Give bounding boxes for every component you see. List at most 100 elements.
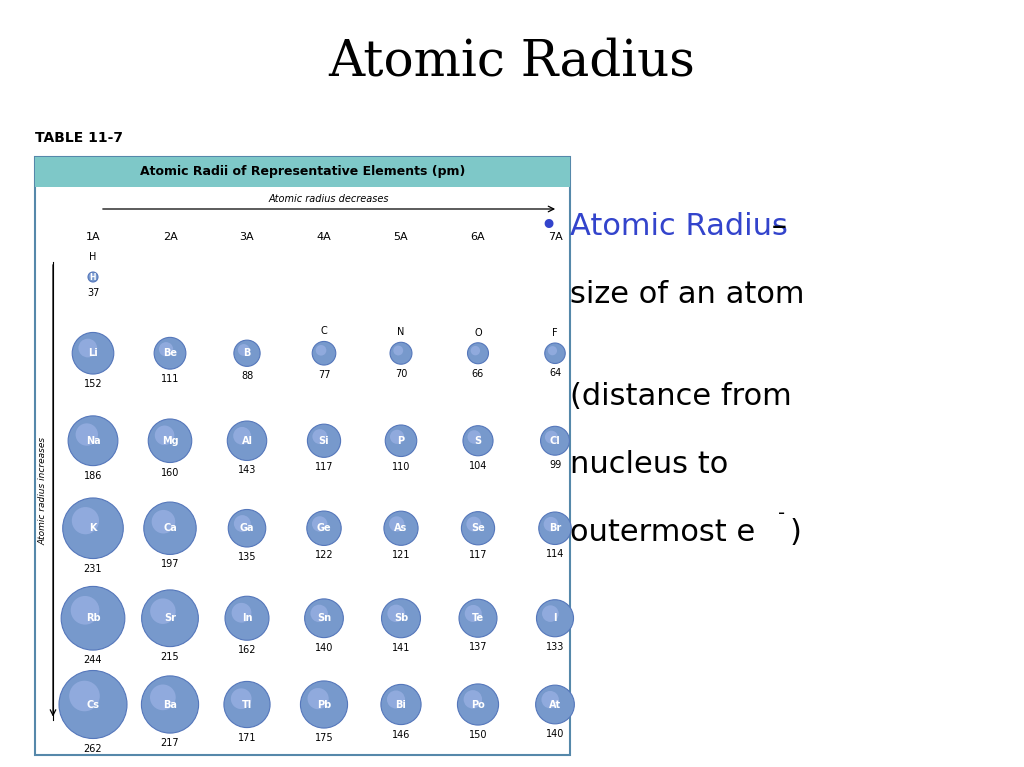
Circle shape <box>544 517 558 532</box>
Circle shape <box>76 423 98 446</box>
Text: 143: 143 <box>238 466 256 476</box>
Circle shape <box>88 272 98 282</box>
Circle shape <box>152 510 175 534</box>
Circle shape <box>159 342 173 357</box>
Text: 133: 133 <box>546 642 564 652</box>
Text: 262: 262 <box>84 743 102 753</box>
Circle shape <box>69 416 118 466</box>
Circle shape <box>312 429 328 444</box>
Text: 140: 140 <box>314 643 333 653</box>
Text: 70: 70 <box>395 369 408 379</box>
Text: Ba: Ba <box>163 700 177 709</box>
Text: Li: Li <box>88 348 98 358</box>
Text: 121: 121 <box>392 551 411 561</box>
Text: (distance from: (distance from <box>570 382 792 411</box>
Circle shape <box>542 605 559 622</box>
Circle shape <box>537 600 573 637</box>
Circle shape <box>307 424 341 457</box>
Circle shape <box>539 512 571 545</box>
Circle shape <box>227 421 266 460</box>
Text: 66: 66 <box>472 369 484 379</box>
Text: Na: Na <box>86 436 100 446</box>
Text: 4A: 4A <box>316 232 332 242</box>
Text: Ca: Ca <box>163 523 177 533</box>
Text: ): ) <box>790 518 802 547</box>
Circle shape <box>141 676 199 733</box>
Text: Br: Br <box>549 523 561 533</box>
Text: K: K <box>89 523 96 533</box>
Text: 150: 150 <box>469 730 487 740</box>
Text: As: As <box>394 523 408 533</box>
Text: Tl: Tl <box>242 700 252 709</box>
Text: 140: 140 <box>546 729 564 739</box>
Text: Ga: Ga <box>240 523 254 533</box>
Text: Be: Be <box>163 348 177 358</box>
Text: 99: 99 <box>549 460 561 470</box>
Text: C: C <box>321 327 328 337</box>
Text: 114: 114 <box>546 549 564 559</box>
Text: Se: Se <box>471 523 485 533</box>
Circle shape <box>151 598 176 624</box>
Text: P: P <box>397 436 404 446</box>
Circle shape <box>233 340 260 367</box>
Text: 146: 146 <box>392 729 411 739</box>
Text: I: I <box>553 614 557 624</box>
Text: 186: 186 <box>84 471 102 481</box>
Bar <box>35 157 570 187</box>
Text: Sr: Sr <box>164 614 176 624</box>
Circle shape <box>387 690 406 709</box>
Text: 117: 117 <box>469 550 487 560</box>
Circle shape <box>230 688 252 709</box>
Text: 141: 141 <box>392 643 411 653</box>
Circle shape <box>389 516 404 532</box>
Circle shape <box>545 343 565 364</box>
Circle shape <box>307 688 329 709</box>
Circle shape <box>224 681 270 728</box>
Circle shape <box>458 684 499 725</box>
Circle shape <box>464 690 482 709</box>
Text: 215: 215 <box>161 652 179 662</box>
Text: 135: 135 <box>238 552 256 562</box>
Circle shape <box>238 344 250 356</box>
Circle shape <box>459 599 497 637</box>
Circle shape <box>70 680 99 711</box>
Circle shape <box>73 332 114 374</box>
Text: Atomic radius increases: Atomic radius increases <box>39 436 47 545</box>
Circle shape <box>233 427 251 445</box>
Circle shape <box>62 498 123 558</box>
Circle shape <box>143 502 197 555</box>
Text: H: H <box>90 272 96 281</box>
Text: size of an atom: size of an atom <box>570 280 805 309</box>
Circle shape <box>384 511 418 545</box>
Text: 231: 231 <box>84 564 102 574</box>
Circle shape <box>393 346 403 355</box>
Text: Atomic Radii of Representative Elements (pm): Atomic Radii of Representative Elements … <box>140 166 465 179</box>
Text: Rb: Rb <box>86 614 100 624</box>
Circle shape <box>231 603 252 623</box>
Circle shape <box>471 346 480 355</box>
Circle shape <box>463 426 493 456</box>
Circle shape <box>536 685 574 724</box>
Text: 217: 217 <box>161 738 179 748</box>
Text: 122: 122 <box>314 551 334 561</box>
Circle shape <box>79 339 97 357</box>
Circle shape <box>315 345 327 356</box>
Text: 2A: 2A <box>163 232 177 242</box>
Circle shape <box>72 507 99 535</box>
Text: 104: 104 <box>469 461 487 471</box>
Text: 77: 77 <box>317 370 331 380</box>
Text: Po: Po <box>471 700 485 709</box>
Text: 197: 197 <box>161 559 179 569</box>
Circle shape <box>89 274 94 278</box>
Text: 137: 137 <box>469 642 487 652</box>
Circle shape <box>545 430 558 443</box>
Text: nucleus to: nucleus to <box>570 450 728 479</box>
Text: 171: 171 <box>238 732 256 742</box>
Text: 244: 244 <box>84 655 102 665</box>
Circle shape <box>465 605 482 622</box>
Circle shape <box>305 599 343 637</box>
Circle shape <box>541 426 569 455</box>
Text: Mg: Mg <box>162 436 178 446</box>
Circle shape <box>548 346 557 355</box>
Text: Ge: Ge <box>316 523 332 533</box>
